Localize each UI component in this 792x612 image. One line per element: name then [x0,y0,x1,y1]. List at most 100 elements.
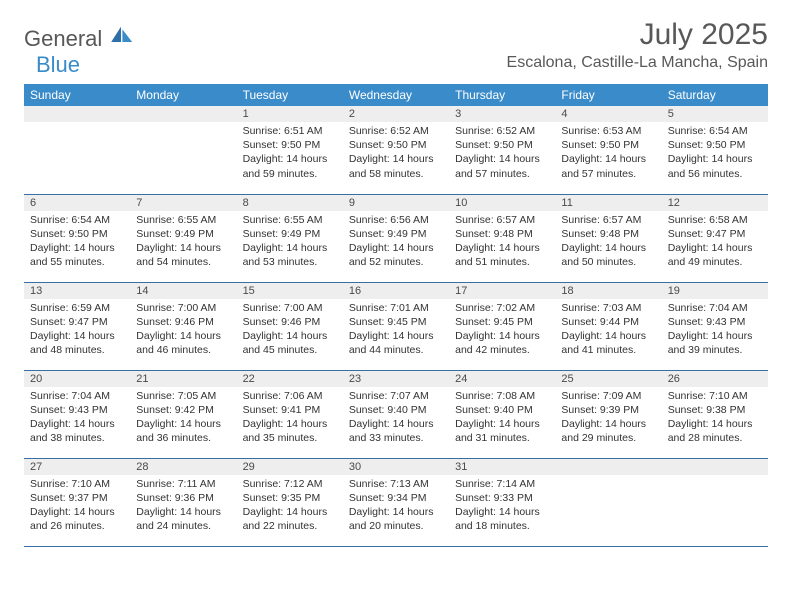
day-details: Sunrise: 6:52 AMSunset: 9:50 PMDaylight:… [449,122,555,185]
page-header: General Blue July 2025 Escalona, Castill… [24,18,768,78]
calendar-day-cell: 18Sunrise: 7:03 AMSunset: 9:44 PMDayligh… [555,282,661,370]
calendar-table: SundayMondayTuesdayWednesdayThursdayFrid… [24,84,768,547]
day-details: Sunrise: 7:01 AMSunset: 9:45 PMDaylight:… [343,299,449,362]
day-number: 7 [130,195,236,211]
calendar-day-cell: 24Sunrise: 7:08 AMSunset: 9:40 PMDayligh… [449,370,555,458]
calendar-day-cell: 19Sunrise: 7:04 AMSunset: 9:43 PMDayligh… [662,282,768,370]
location-text: Escalona, Castille-La Mancha, Spain [507,54,768,72]
weekday-header: Thursday [449,84,555,106]
day-number: 1 [237,106,343,122]
weekday-header: Monday [130,84,236,106]
day-number: 8 [237,195,343,211]
day-details: Sunrise: 7:00 AMSunset: 9:46 PMDaylight:… [130,299,236,362]
calendar-day-cell: 22Sunrise: 7:06 AMSunset: 9:41 PMDayligh… [237,370,343,458]
weekday-header: Wednesday [343,84,449,106]
calendar-day-cell: 12Sunrise: 6:58 AMSunset: 9:47 PMDayligh… [662,194,768,282]
calendar-head: SundayMondayTuesdayWednesdayThursdayFrid… [24,84,768,106]
day-details: Sunrise: 7:14 AMSunset: 9:33 PMDaylight:… [449,475,555,538]
day-details: Sunrise: 6:58 AMSunset: 9:47 PMDaylight:… [662,211,768,274]
day-number [130,106,236,122]
calendar-day-cell: 13Sunrise: 6:59 AMSunset: 9:47 PMDayligh… [24,282,130,370]
calendar-day-cell: 28Sunrise: 7:11 AMSunset: 9:36 PMDayligh… [130,458,236,546]
calendar-day-cell: 8Sunrise: 6:55 AMSunset: 9:49 PMDaylight… [237,194,343,282]
calendar-day-cell: 7Sunrise: 6:55 AMSunset: 9:49 PMDaylight… [130,194,236,282]
calendar-day-cell: 20Sunrise: 7:04 AMSunset: 9:43 PMDayligh… [24,370,130,458]
calendar-week-row: 1Sunrise: 6:51 AMSunset: 9:50 PMDaylight… [24,106,768,194]
calendar-day-cell: 11Sunrise: 6:57 AMSunset: 9:48 PMDayligh… [555,194,661,282]
day-details: Sunrise: 7:04 AMSunset: 9:43 PMDaylight:… [24,387,130,450]
calendar-day-cell [130,106,236,194]
weekday-header: Tuesday [237,84,343,106]
day-details: Sunrise: 7:11 AMSunset: 9:36 PMDaylight:… [130,475,236,538]
day-number: 2 [343,106,449,122]
day-number: 3 [449,106,555,122]
weekday-header: Friday [555,84,661,106]
day-number [662,459,768,475]
calendar-day-cell: 26Sunrise: 7:10 AMSunset: 9:38 PMDayligh… [662,370,768,458]
day-details: Sunrise: 6:56 AMSunset: 9:49 PMDaylight:… [343,211,449,274]
day-number: 12 [662,195,768,211]
calendar-day-cell: 16Sunrise: 7:01 AMSunset: 9:45 PMDayligh… [343,282,449,370]
day-number: 4 [555,106,661,122]
calendar-day-cell: 1Sunrise: 6:51 AMSunset: 9:50 PMDaylight… [237,106,343,194]
day-number: 29 [237,459,343,475]
day-number: 15 [237,283,343,299]
calendar-day-cell [555,458,661,546]
weekday-header: Saturday [662,84,768,106]
day-number: 16 [343,283,449,299]
day-number: 9 [343,195,449,211]
calendar-day-cell: 6Sunrise: 6:54 AMSunset: 9:50 PMDaylight… [24,194,130,282]
day-number: 22 [237,371,343,387]
calendar-day-cell: 2Sunrise: 6:52 AMSunset: 9:50 PMDaylight… [343,106,449,194]
day-number: 6 [24,195,130,211]
day-details: Sunrise: 7:02 AMSunset: 9:45 PMDaylight:… [449,299,555,362]
logo-text-blue: Blue [36,52,80,77]
day-number: 27 [24,459,130,475]
day-number: 17 [449,283,555,299]
day-number: 25 [555,371,661,387]
day-number: 10 [449,195,555,211]
day-number: 23 [343,371,449,387]
day-details: Sunrise: 7:08 AMSunset: 9:40 PMDaylight:… [449,387,555,450]
calendar-day-cell: 27Sunrise: 7:10 AMSunset: 9:37 PMDayligh… [24,458,130,546]
day-number: 19 [662,283,768,299]
logo-sail-icon [107,24,135,46]
day-details: Sunrise: 7:06 AMSunset: 9:41 PMDaylight:… [237,387,343,450]
calendar-day-cell: 14Sunrise: 7:00 AMSunset: 9:46 PMDayligh… [130,282,236,370]
calendar-day-cell: 21Sunrise: 7:05 AMSunset: 9:42 PMDayligh… [130,370,236,458]
calendar-day-cell: 3Sunrise: 6:52 AMSunset: 9:50 PMDaylight… [449,106,555,194]
day-number [24,106,130,122]
day-details: Sunrise: 7:12 AMSunset: 9:35 PMDaylight:… [237,475,343,538]
calendar-day-cell: 17Sunrise: 7:02 AMSunset: 9:45 PMDayligh… [449,282,555,370]
calendar-day-cell: 29Sunrise: 7:12 AMSunset: 9:35 PMDayligh… [237,458,343,546]
day-details: Sunrise: 6:53 AMSunset: 9:50 PMDaylight:… [555,122,661,185]
calendar-day-cell [662,458,768,546]
day-details: Sunrise: 7:10 AMSunset: 9:37 PMDaylight:… [24,475,130,538]
day-number: 21 [130,371,236,387]
calendar-day-cell: 31Sunrise: 7:14 AMSunset: 9:33 PMDayligh… [449,458,555,546]
logo-text-general: General [24,26,102,51]
day-details: Sunrise: 6:55 AMSunset: 9:49 PMDaylight:… [237,211,343,274]
calendar-day-cell: 30Sunrise: 7:13 AMSunset: 9:34 PMDayligh… [343,458,449,546]
calendar-day-cell: 9Sunrise: 6:56 AMSunset: 9:49 PMDaylight… [343,194,449,282]
title-block: July 2025 Escalona, Castille-La Mancha, … [507,18,768,72]
calendar-day-cell: 4Sunrise: 6:53 AMSunset: 9:50 PMDaylight… [555,106,661,194]
day-details: Sunrise: 7:09 AMSunset: 9:39 PMDaylight:… [555,387,661,450]
day-number: 18 [555,283,661,299]
day-number: 14 [130,283,236,299]
day-details: Sunrise: 7:03 AMSunset: 9:44 PMDaylight:… [555,299,661,362]
day-details: Sunrise: 6:52 AMSunset: 9:50 PMDaylight:… [343,122,449,185]
day-number: 31 [449,459,555,475]
day-number: 24 [449,371,555,387]
day-details: Sunrise: 7:13 AMSunset: 9:34 PMDaylight:… [343,475,449,538]
day-details: Sunrise: 7:05 AMSunset: 9:42 PMDaylight:… [130,387,236,450]
logo: General Blue [24,24,135,78]
calendar-week-row: 27Sunrise: 7:10 AMSunset: 9:37 PMDayligh… [24,458,768,546]
calendar-week-row: 6Sunrise: 6:54 AMSunset: 9:50 PMDaylight… [24,194,768,282]
day-details: Sunrise: 6:55 AMSunset: 9:49 PMDaylight:… [130,211,236,274]
calendar-day-cell [24,106,130,194]
day-details: Sunrise: 7:04 AMSunset: 9:43 PMDaylight:… [662,299,768,362]
day-number: 28 [130,459,236,475]
day-number [555,459,661,475]
calendar-day-cell: 23Sunrise: 7:07 AMSunset: 9:40 PMDayligh… [343,370,449,458]
